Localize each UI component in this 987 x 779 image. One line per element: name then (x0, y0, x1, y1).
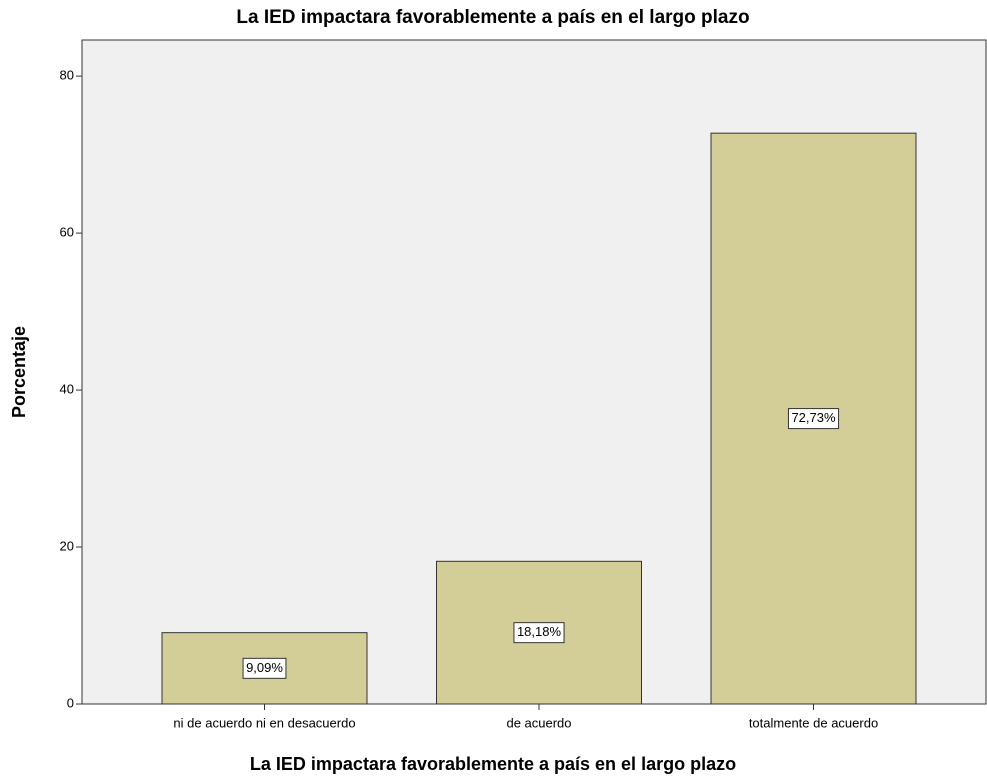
data-label-box (242, 657, 287, 679)
chart-title: La IED impactara favorablemente a país e… (236, 7, 749, 28)
data-label: 9,09% (246, 660, 283, 675)
y-axis-title: Porcentaje (9, 326, 29, 418)
x-tick-label: ni de acuerdo ni en desacuerdo (173, 715, 355, 730)
y-tick-label: 80 (60, 68, 74, 83)
x-tick-label: totalmente de acuerdo (749, 715, 878, 730)
data-label: 72,73% (791, 410, 836, 425)
y-tick-label: 60 (60, 225, 74, 240)
data-label-box (787, 408, 840, 430)
y-tick-label: 40 (60, 381, 74, 396)
data-label-box (513, 622, 565, 644)
x-tick-label: de acuerdo (506, 715, 571, 730)
x-axis-title: La IED impactara favorablemente a país e… (250, 754, 736, 774)
y-tick-label: 0 (67, 695, 74, 710)
data-label: 18,18% (517, 624, 562, 639)
y-tick-label: 20 (60, 538, 74, 553)
